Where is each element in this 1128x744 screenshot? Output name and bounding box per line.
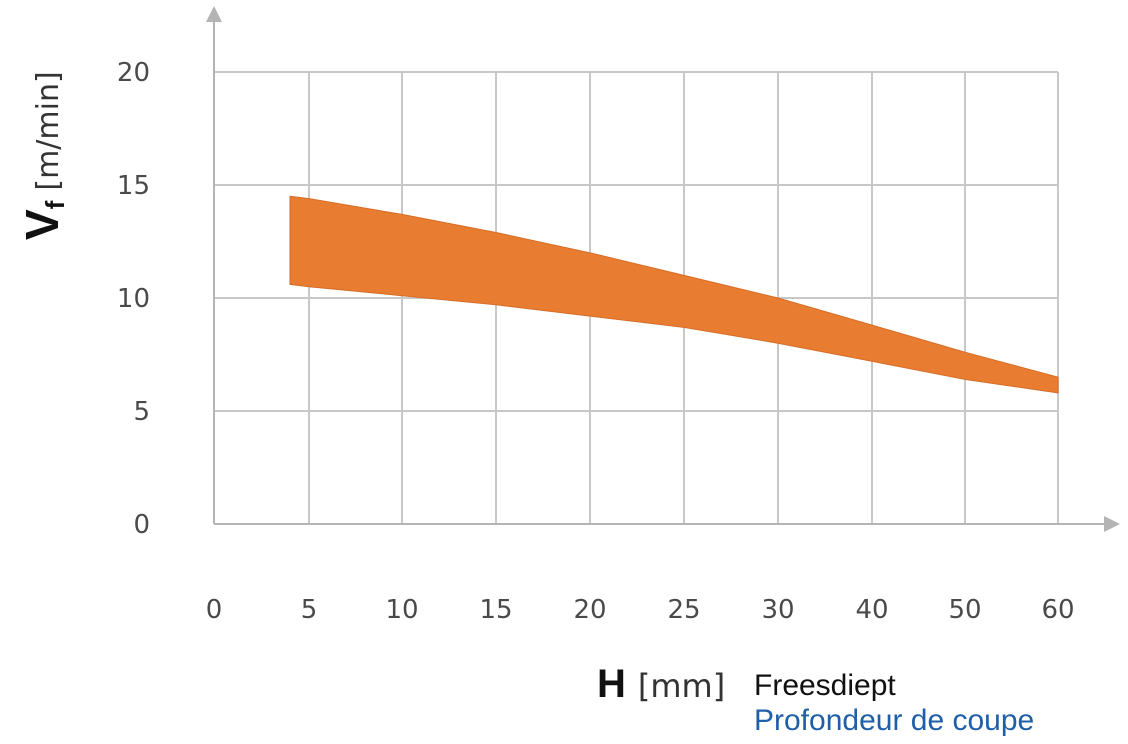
feed-rate-band [289, 195, 1059, 394]
x-tick-label-50: 50 [948, 595, 981, 625]
y-tick-labels: 0 5 10 15 20 [117, 58, 150, 540]
y-tick-label-20: 20 [117, 58, 150, 88]
x-tick-label-25: 25 [667, 595, 700, 625]
y-axis-symbol: V [16, 209, 68, 240]
y-axis-subscript: f [40, 200, 70, 209]
x-tick-label-60: 60 [1041, 595, 1074, 625]
y-tick-label-10: 10 [117, 284, 150, 314]
x-tick-label-20: 20 [573, 595, 606, 625]
caption-dutch: Freesdiept [754, 669, 896, 702]
y-axis-title: Vf [m/min] [16, 71, 70, 240]
y-tick-label-5: 5 [133, 397, 150, 427]
x-axis-symbol: H [597, 662, 626, 706]
x-axis-unit: [mm] [638, 667, 725, 705]
axes [206, 6, 1120, 532]
x-axis-title: H [mm] [597, 662, 725, 706]
x-tick-labels: 0 5 10 15 20 25 30 40 50 60 [206, 595, 1075, 625]
band-layer [289, 195, 1059, 394]
x-tick-label-0: 0 [206, 595, 223, 625]
y-tick-label-15: 15 [117, 171, 150, 201]
caption-french: Profondeur de coupe [754, 704, 1034, 737]
x-tick-label-30: 30 [761, 595, 794, 625]
x-tick-label-10: 10 [385, 595, 418, 625]
y-tick-label-0: 0 [133, 510, 150, 540]
x-tick-label-5: 5 [301, 595, 318, 625]
x-tick-label-15: 15 [479, 595, 512, 625]
y-axis-unit: [m/min] [31, 71, 66, 190]
x-tick-label-40: 40 [855, 595, 888, 625]
